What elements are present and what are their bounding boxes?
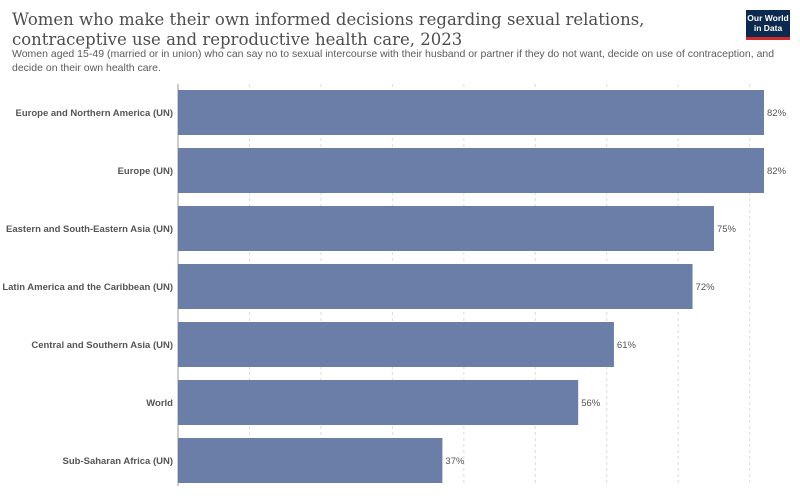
- value-label: 61%: [617, 340, 637, 351]
- bar[interactable]: [178, 322, 614, 367]
- value-label: 82%: [767, 166, 787, 177]
- value-label: 82%: [767, 108, 787, 119]
- owid-logo[interactable]: Our World in Data: [746, 10, 790, 37]
- category-label: Latin America and the Caribbean (UN): [2, 282, 173, 293]
- category-label: World: [146, 398, 173, 409]
- bar[interactable]: [178, 90, 764, 135]
- bar[interactable]: [178, 380, 579, 425]
- bar[interactable]: [178, 264, 693, 309]
- chart-title: Women who make their own informed decisi…: [12, 10, 645, 49]
- logo-accent-bar: [746, 37, 790, 40]
- chart-subtitle: Women aged 15-49 (married or in union) w…: [12, 48, 775, 74]
- logo-line2: in Data: [753, 23, 783, 33]
- bars: Europe and Northern America (UN) 82% Europ…: [2, 90, 787, 483]
- value-label: 37%: [445, 456, 465, 467]
- category-label: Europe (UN): [118, 166, 173, 177]
- category-label: Central and Southern Asia (UN): [31, 340, 173, 351]
- bar[interactable]: [178, 148, 764, 193]
- category-label: Europe and Northern America (UN): [16, 108, 173, 119]
- logo-line1: Our World: [747, 13, 789, 23]
- category-label: Eastern and South-Eastern Asia (UN): [6, 224, 173, 235]
- category-label: Sub-Saharan Africa (UN): [63, 456, 174, 467]
- value-label: 75%: [717, 224, 737, 235]
- value-label: 56%: [581, 398, 601, 409]
- bar[interactable]: [178, 438, 443, 483]
- bar[interactable]: [178, 206, 714, 251]
- value-label: 72%: [696, 282, 716, 293]
